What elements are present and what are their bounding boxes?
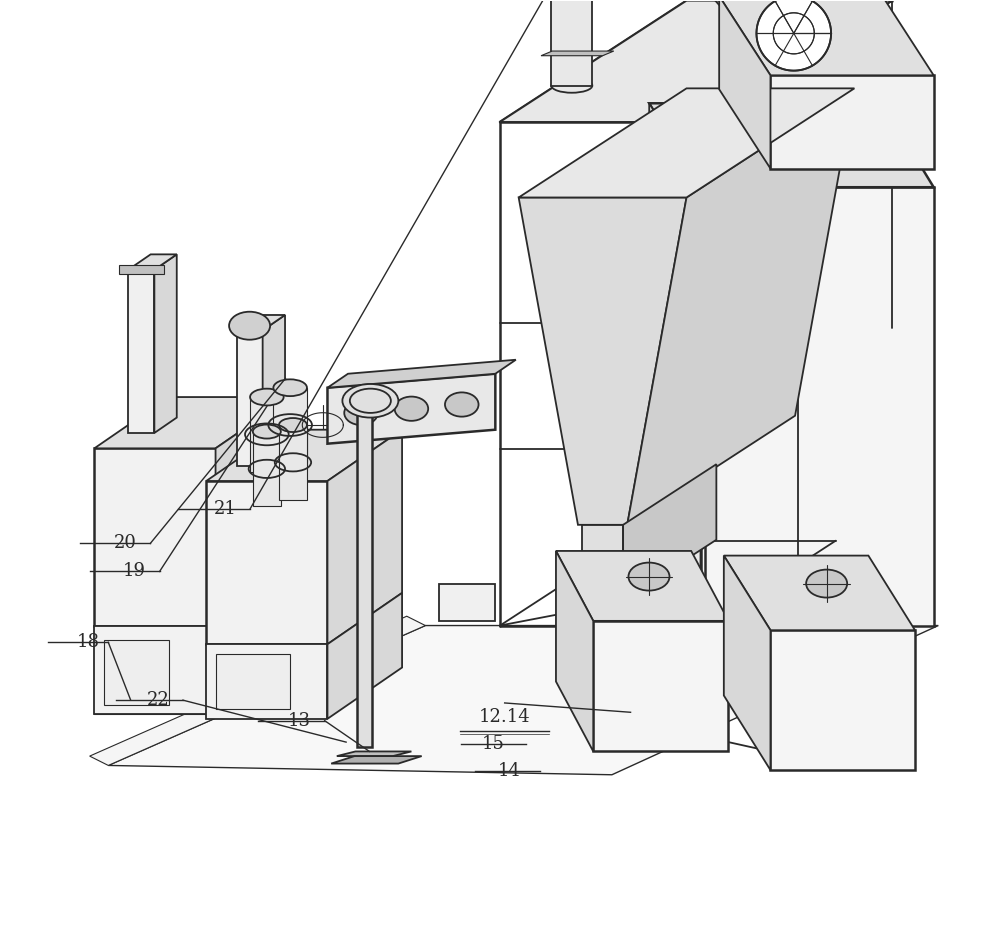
Polygon shape	[273, 388, 307, 462]
Polygon shape	[206, 430, 402, 481]
Polygon shape	[128, 254, 177, 270]
Ellipse shape	[806, 570, 847, 598]
Polygon shape	[206, 644, 327, 719]
Polygon shape	[331, 757, 422, 764]
Ellipse shape	[342, 384, 398, 417]
Text: 22: 22	[146, 691, 169, 709]
Polygon shape	[253, 432, 281, 506]
Polygon shape	[119, 265, 164, 275]
Polygon shape	[770, 76, 934, 168]
Polygon shape	[216, 654, 290, 710]
Polygon shape	[582, 525, 623, 601]
Polygon shape	[327, 374, 495, 444]
Polygon shape	[770, 630, 915, 771]
Ellipse shape	[445, 392, 479, 417]
Polygon shape	[279, 425, 307, 500]
Polygon shape	[327, 360, 516, 388]
Polygon shape	[154, 254, 177, 433]
Ellipse shape	[229, 312, 270, 340]
Polygon shape	[551, 0, 592, 86]
Ellipse shape	[273, 379, 307, 396]
Text: 13: 13	[288, 712, 311, 729]
Ellipse shape	[551, 78, 592, 92]
Polygon shape	[104, 640, 169, 705]
Polygon shape	[556, 551, 728, 621]
Polygon shape	[263, 315, 285, 466]
Polygon shape	[90, 616, 425, 766]
Ellipse shape	[395, 397, 428, 421]
Polygon shape	[216, 397, 290, 626]
Text: 14: 14	[498, 762, 521, 780]
Polygon shape	[357, 406, 372, 747]
Polygon shape	[94, 448, 216, 626]
Polygon shape	[500, 1, 892, 122]
Polygon shape	[237, 315, 285, 331]
Polygon shape	[108, 626, 938, 775]
Polygon shape	[519, 89, 854, 197]
Polygon shape	[623, 464, 716, 601]
Polygon shape	[128, 270, 154, 433]
Polygon shape	[519, 197, 687, 525]
Polygon shape	[701, 187, 934, 626]
Polygon shape	[94, 663, 290, 715]
Polygon shape	[593, 621, 728, 752]
Polygon shape	[250, 397, 284, 472]
Text: 21: 21	[213, 500, 236, 518]
Polygon shape	[216, 574, 290, 715]
Polygon shape	[94, 626, 216, 715]
Polygon shape	[719, 0, 770, 168]
Ellipse shape	[250, 389, 284, 405]
Polygon shape	[724, 556, 770, 771]
Polygon shape	[327, 593, 402, 719]
Ellipse shape	[279, 418, 307, 432]
Polygon shape	[327, 430, 402, 644]
Polygon shape	[541, 51, 614, 56]
Polygon shape	[756, 0, 831, 71]
Text: 20: 20	[114, 534, 137, 553]
Polygon shape	[556, 551, 593, 752]
Text: 15: 15	[482, 735, 505, 753]
Ellipse shape	[628, 562, 670, 590]
Polygon shape	[337, 752, 411, 757]
Polygon shape	[649, 104, 701, 626]
Polygon shape	[206, 481, 327, 644]
Polygon shape	[237, 331, 263, 466]
Text: 12.14: 12.14	[479, 708, 530, 726]
Polygon shape	[724, 556, 915, 630]
Polygon shape	[649, 104, 934, 187]
Text: 19: 19	[123, 562, 146, 580]
Polygon shape	[439, 584, 495, 621]
Polygon shape	[94, 397, 290, 448]
Ellipse shape	[344, 401, 378, 425]
Polygon shape	[719, 0, 934, 76]
Text: 18: 18	[76, 633, 99, 651]
Ellipse shape	[253, 425, 281, 439]
Polygon shape	[627, 89, 854, 525]
